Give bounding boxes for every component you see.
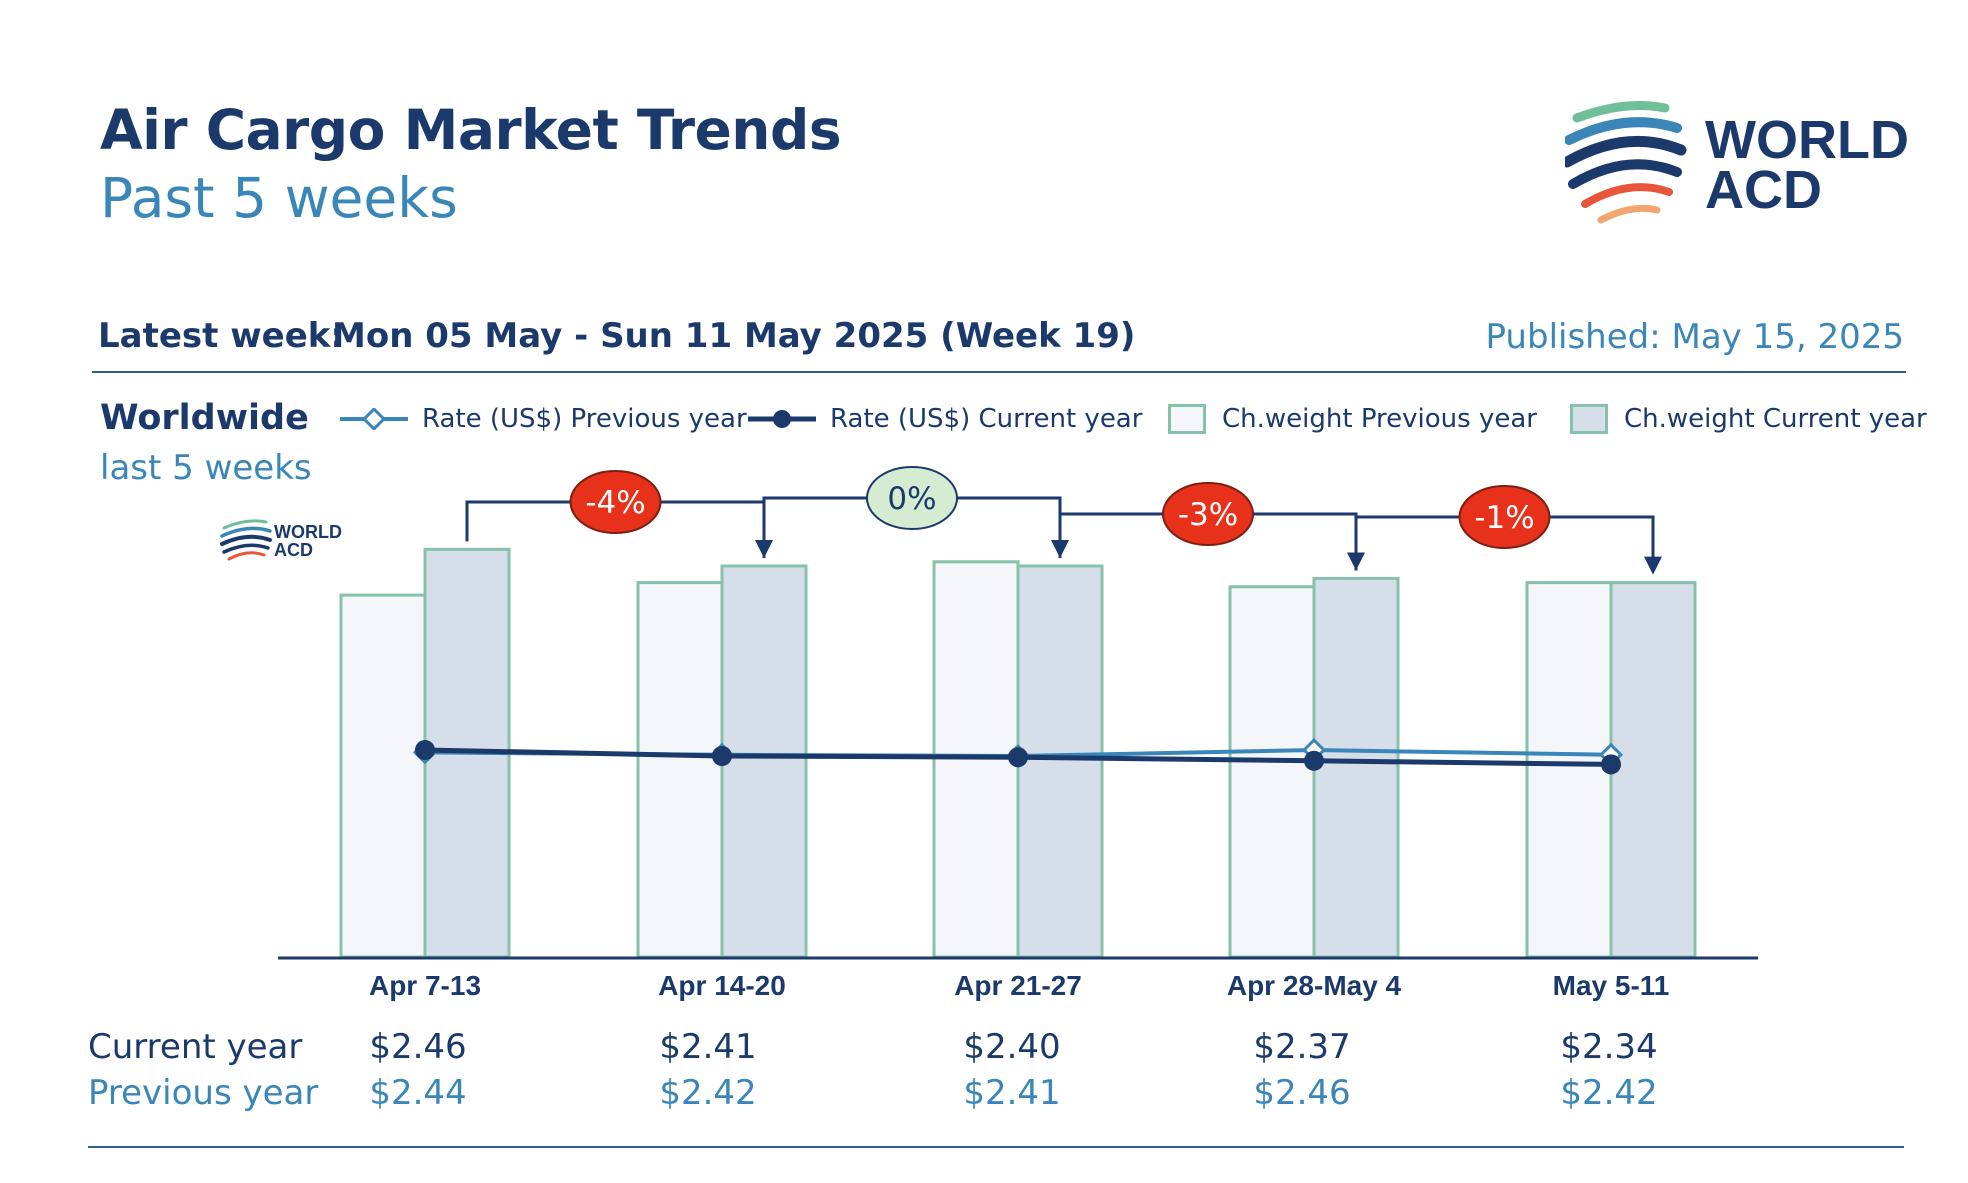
previous-year-value: $2.46 bbox=[1253, 1073, 1351, 1113]
chart-watermark-logo: WORLD ACD bbox=[220, 519, 342, 561]
bar-chweight-cur bbox=[1016, 564, 1104, 959]
current-year-value: $2.41 bbox=[659, 1027, 757, 1067]
current-year-value: $2.34 bbox=[1560, 1027, 1658, 1067]
legend-cw-cur: Ch.weight Current year bbox=[1570, 404, 1927, 434]
previous-year-value: $2.44 bbox=[369, 1073, 467, 1113]
change-label: 0% bbox=[887, 481, 936, 517]
change-arrowhead bbox=[1644, 556, 1662, 575]
logo-word-1: WORLD bbox=[1705, 110, 1909, 170]
bar-chweight-prev bbox=[1228, 585, 1316, 959]
legend-rate-cur: Rate (US$) Current year bbox=[748, 404, 1142, 434]
previous-year-row-label: Previous year bbox=[88, 1073, 319, 1113]
previous-year-value: $2.42 bbox=[1560, 1073, 1658, 1113]
legend-cw-prev: Ch.weight Previous year bbox=[1168, 404, 1537, 434]
bar-chweight-prev bbox=[339, 593, 427, 959]
change-badge bbox=[1458, 485, 1551, 549]
legend-rate-prev: Rate (US$) Previous year bbox=[340, 404, 747, 434]
period-label: last 5 weeks bbox=[100, 448, 312, 488]
footer-divider bbox=[88, 1146, 1904, 1148]
point-rate-cur bbox=[712, 746, 732, 766]
point-rate-cur bbox=[415, 740, 435, 760]
cw-cur-swatch bbox=[1570, 404, 1608, 434]
cw-prev-swatch bbox=[1168, 404, 1206, 434]
bar-chweight-prev bbox=[1525, 581, 1613, 959]
filled-dot-line-icon bbox=[748, 410, 816, 428]
open-diamond-line-icon bbox=[340, 408, 408, 430]
bar-chweight-cur bbox=[720, 564, 808, 959]
page-subtitle: Past 5 weeks bbox=[100, 166, 458, 230]
change-badge bbox=[1162, 482, 1254, 546]
change-label: -3% bbox=[1178, 497, 1238, 533]
legend-cw-cur-label: Ch.weight Current year bbox=[1624, 404, 1927, 434]
current-year-value: $2.37 bbox=[1253, 1027, 1351, 1067]
x-tick-label: Apr 21-27 bbox=[954, 970, 1082, 1001]
world-acd-logo: WORLD ACD bbox=[1565, 101, 1909, 224]
legend-cw-prev-label: Ch.weight Previous year bbox=[1222, 404, 1537, 434]
current-year-value: $2.46 bbox=[369, 1027, 467, 1067]
x-tick-label: Apr 7-13 bbox=[369, 970, 481, 1001]
bar-chweight-prev bbox=[636, 581, 724, 959]
change-badge bbox=[866, 466, 958, 530]
current-year-row-label: Current year bbox=[88, 1027, 303, 1067]
legend-rate-prev-label: Rate (US$) Previous year bbox=[422, 404, 747, 434]
x-tick-label: May 5-11 bbox=[1553, 970, 1670, 1001]
latest-week-label: Latest week: bbox=[98, 316, 344, 356]
change-label: -1% bbox=[1474, 500, 1534, 536]
previous-year-value: $2.42 bbox=[659, 1073, 757, 1113]
point-rate-cur bbox=[1601, 754, 1621, 775]
point-rate-cur bbox=[1304, 750, 1324, 771]
header-divider bbox=[92, 371, 1906, 373]
legend-rate-cur-label: Rate (US$) Current year bbox=[830, 404, 1143, 434]
chart-logo-word-1: WORLD bbox=[274, 522, 342, 542]
x-tick-label: Apr 28-May 4 bbox=[1227, 970, 1402, 1001]
change-label: -4% bbox=[585, 485, 645, 521]
current-year-value: $2.40 bbox=[963, 1027, 1061, 1067]
previous-year-value: $2.41 bbox=[963, 1073, 1061, 1113]
chart-logo-word-2: ACD bbox=[274, 540, 313, 560]
region-label: Worldwide bbox=[100, 398, 309, 438]
page-title: Air Cargo Market Trends bbox=[100, 98, 842, 162]
point-rate-cur bbox=[1008, 747, 1028, 768]
bar-chweight-cur bbox=[1312, 576, 1400, 959]
x-tick-label: Apr 14-20 bbox=[658, 970, 786, 1001]
logo-word-2: ACD bbox=[1705, 160, 1822, 220]
change-badge bbox=[569, 470, 662, 534]
published-date: Published: May 15, 2025 bbox=[1485, 317, 1904, 357]
latest-week-value: Mon 05 May - Sun 11 May 2025 (Week 19) bbox=[332, 316, 1136, 356]
bar-chweight-cur bbox=[1609, 581, 1697, 959]
